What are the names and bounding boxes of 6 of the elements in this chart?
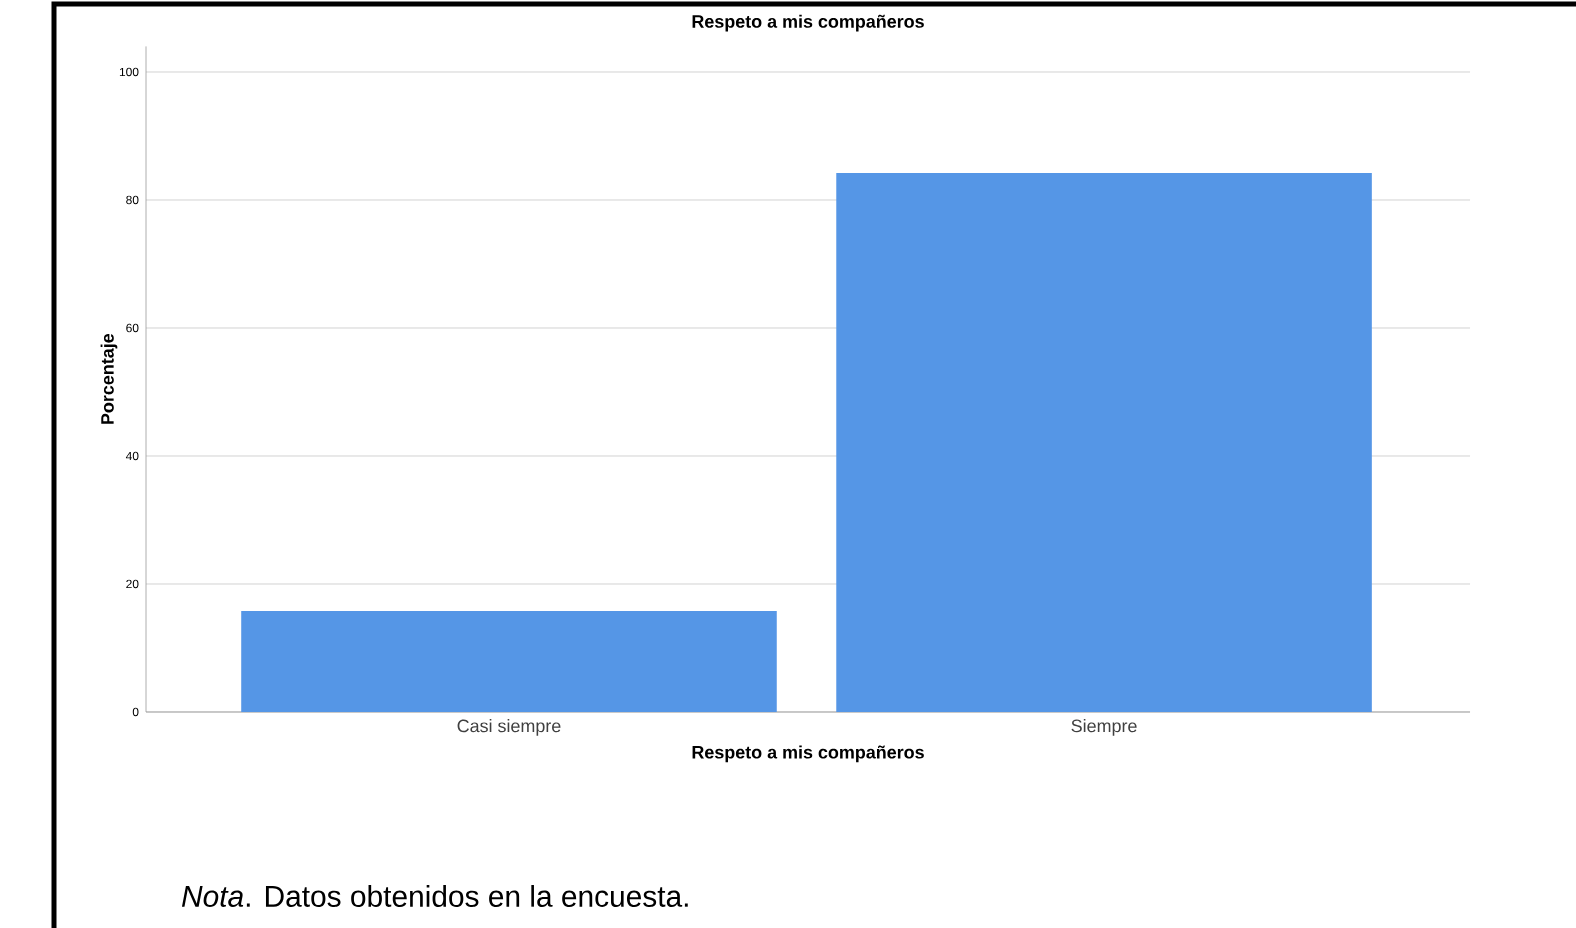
x-axis-title: Respeto a mis compañeros xyxy=(692,745,924,763)
x-tick-label: Casi siempre xyxy=(457,719,561,736)
chart-title: Respeto a mis compañeros xyxy=(692,14,924,32)
y-axis-title: Porcentaje xyxy=(100,333,118,424)
x-tick-label: Siempre xyxy=(1071,719,1137,736)
text: Nota. Datos obtenidos en la encuesta. xyxy=(181,885,688,907)
